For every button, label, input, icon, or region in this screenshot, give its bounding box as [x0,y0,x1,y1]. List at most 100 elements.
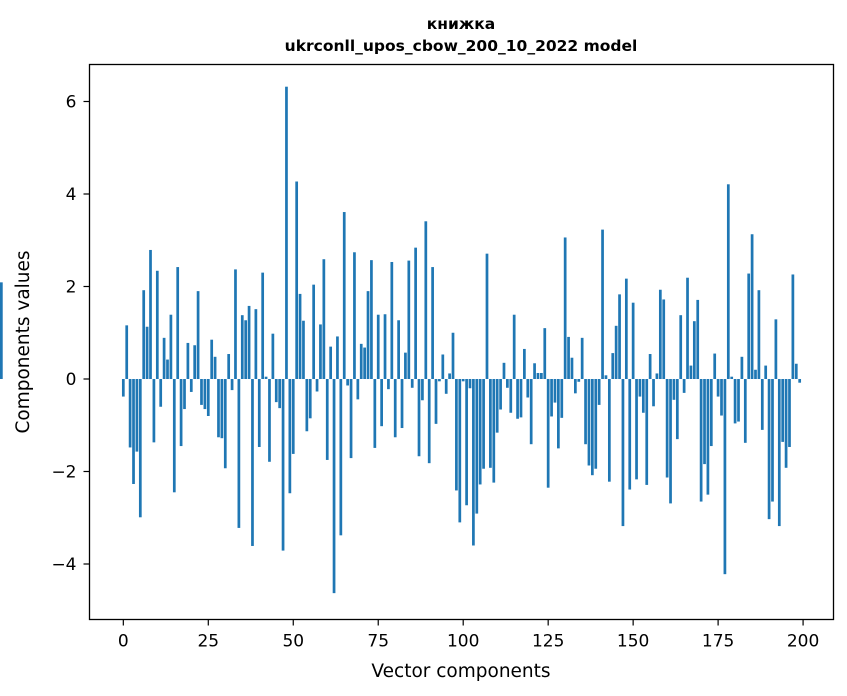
bar-106 [482,379,485,469]
bar-5 [138,379,142,518]
bar-34 [237,379,241,528]
bars-group [0,86,802,594]
bar-56 [312,284,316,379]
bar-132 [570,357,574,379]
bar-82 [400,379,404,429]
bar-72 [366,291,370,380]
bar-182 [740,356,744,379]
bar-30 [223,379,227,469]
chart-title-line-1: книжка [427,15,496,33]
bar-13 [166,359,169,379]
bar-3 [132,379,135,484]
bar-126 [550,379,553,417]
bar-35 [240,315,244,379]
bar-85 [410,379,414,388]
bar-7 [145,326,149,379]
bar-164 [679,315,683,379]
bar-86 [414,247,417,379]
bar-130 [563,237,567,379]
bar-179 [730,376,734,379]
bar-188 [760,379,764,430]
x-axis-label: Vector components [371,661,550,682]
bar-175 [716,379,720,397]
bar-137 [587,379,591,466]
bar-151 [635,379,638,480]
bar-47 [281,379,285,551]
bar-109 [492,379,496,483]
bar-57 [315,379,319,392]
bar-41 [261,272,265,380]
bar-33 [234,269,237,379]
bar-105 [478,379,482,485]
bar-2 [128,379,132,448]
bar-156 [652,379,655,407]
x-tick-label: 75 [367,632,389,652]
bar-95 [444,379,448,394]
bar-53 [302,320,305,379]
bar-52 [298,293,302,379]
bar-180 [733,379,737,424]
bar-78 [387,379,390,390]
bar-94 [441,354,445,379]
bar-177 [723,379,727,575]
bar-26 [210,339,214,379]
bar-140 [597,379,601,405]
bar-98 [455,379,458,491]
bar-107 [485,253,489,379]
bar-121 [533,363,536,379]
bar-111 [499,379,502,410]
bar-119 [526,379,530,398]
bar-191 [771,379,774,502]
bar-19 [186,342,190,379]
x-tick-label: 0 [118,632,129,652]
bar-66 [346,379,349,386]
bar-112 [502,362,506,379]
bar-87 [417,379,421,457]
bar-108 [489,379,492,468]
bar-44 [271,333,275,379]
bar-8 [149,249,152,379]
bar-172 [706,379,710,495]
bar-157 [655,373,659,379]
bar-127 [553,379,557,403]
bar-160 [665,379,669,478]
bar-129 [560,379,564,418]
bar-69 [356,379,360,400]
bar-27 [213,356,217,379]
y-tick-label: −2 [51,463,76,483]
bar-92 [434,379,438,424]
bar-103 [472,379,475,546]
bar-155 [648,354,652,379]
bar-197 [791,274,795,379]
bar-9 [152,379,156,443]
y-tick-label: 0 [66,370,77,390]
bar-135 [580,337,584,379]
bar-120 [529,379,533,445]
x-tick-label: 200 [787,632,819,652]
bar-183 [743,379,747,443]
bar-80 [393,379,397,438]
y-tick-label: 6 [66,93,77,113]
bar-55 [308,379,312,419]
bar-198 [794,363,798,379]
bar-115 [512,314,516,379]
bar-54 [305,379,309,432]
bar-42 [264,376,268,379]
bar-114 [509,379,513,413]
bar-170 [699,379,703,502]
bar-32 [230,379,234,391]
x-tick-label: 25 [197,632,219,652]
bar-131 [567,336,570,379]
bar-161 [669,379,672,504]
bar-167 [689,365,693,379]
bar-40 [257,379,261,447]
bar-71 [363,347,366,379]
bar-190 [767,379,771,520]
bar-21 [193,345,197,379]
bar-39 [254,309,258,379]
bar-49 [288,379,292,494]
bar-15 [172,379,176,493]
bar-22 [196,291,200,380]
bar-36 [244,320,248,379]
